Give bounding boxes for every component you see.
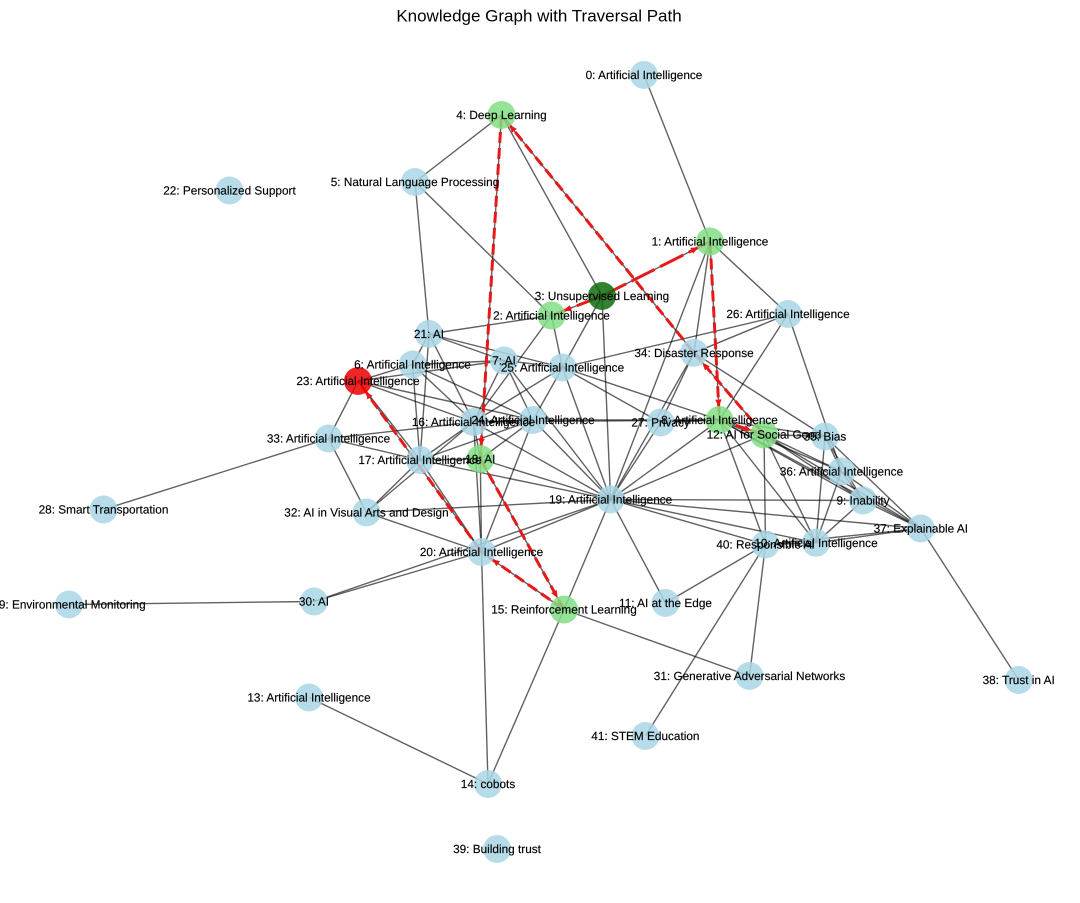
- svg-text:33: Artificial Intelligence: 33: Artificial Intelligence: [267, 432, 391, 446]
- svg-text:35: Bias: 35: Bias: [804, 430, 847, 444]
- svg-text:11: AI at the Edge: 11: AI at the Edge: [619, 596, 712, 610]
- svg-text:4: Deep Learning: 4: Deep Learning: [456, 108, 547, 122]
- svg-text:23: Artificial Intelligence: 23: Artificial Intelligence: [296, 374, 420, 388]
- svg-text:21: AI: 21: AI: [414, 327, 444, 341]
- svg-text:15: Reinforcement Learning: 15: Reinforcement Learning: [491, 603, 637, 617]
- svg-text:16: Artificial Intelligence: 16: Artificial Intelligence: [412, 415, 536, 429]
- svg-text:29: Environmental Monitoring: 29: Environmental Monitoring: [0, 598, 146, 612]
- svg-text:25: Artificial Intelligence: 25: Artificial Intelligence: [501, 361, 625, 375]
- svg-text:19: Artificial Intelligence: 19: Artificial Intelligence: [549, 493, 673, 507]
- svg-text:20: Artificial Intelligence: 20: Artificial Intelligence: [420, 545, 544, 559]
- svg-text:40: Responsible AI: 40: Responsible AI: [716, 538, 814, 552]
- svg-text:7: AI: 7: AI: [492, 354, 516, 368]
- svg-text:41: STEM Education: 41: STEM Education: [591, 729, 699, 743]
- svg-text:31: Generative Adversarial Net: 31: Generative Adversarial Networks: [654, 669, 846, 683]
- svg-text:18: AI: 18: AI: [465, 452, 495, 466]
- svg-text:8: Artificial Intelligence: 8: Artificial Intelligence: [661, 413, 778, 427]
- svg-text:10: Artificial Intelligence: 10: Artificial Intelligence: [754, 536, 878, 550]
- svg-text:32: AI in Visual Arts and Desi: 32: AI in Visual Arts and Design: [284, 506, 448, 520]
- svg-text:37: Explainable AI: 37: Explainable AI: [874, 522, 968, 536]
- svg-text:2: Artificial Intelligence: 2: Artificial Intelligence: [493, 309, 610, 323]
- svg-text:14: cobots: 14: cobots: [461, 777, 516, 791]
- svg-text:22: Personalized Support: 22: Personalized Support: [163, 184, 296, 198]
- svg-text:0: Artificial Intelligence: 0: Artificial Intelligence: [586, 68, 703, 82]
- svg-text:1: Artificial Intelligence: 1: Artificial Intelligence: [652, 235, 769, 249]
- svg-text:17: Artificial Intelligence: 17: Artificial Intelligence: [358, 453, 482, 467]
- svg-text:26: Artificial Intelligence: 26: Artificial Intelligence: [726, 307, 850, 321]
- svg-text:38: Trust in AI: 38: Trust in AI: [983, 673, 1055, 687]
- svg-text:24: Artificial Intelligence: 24: Artificial Intelligence: [471, 413, 595, 427]
- svg-text:9: Inability: 9: Inability: [836, 494, 889, 508]
- svg-text:13: Artificial Intelligence: 13: Artificial Intelligence: [247, 691, 371, 705]
- svg-text:3: Unsupervised Learning: 3: Unsupervised Learning: [535, 289, 669, 303]
- svg-text:36: Artificial Intelligence: 36: Artificial Intelligence: [780, 465, 904, 479]
- svg-text:34: Disaster Response: 34: Disaster Response: [634, 346, 754, 360]
- svg-text:5: Natural Language Processing: 5: Natural Language Processing: [331, 175, 500, 189]
- svg-text:Knowledge Graph with Traversal: Knowledge Graph with Traversal Path: [396, 7, 681, 26]
- svg-text:30: AI: 30: AI: [299, 595, 329, 609]
- svg-text:6: Artificial Intelligence: 6: Artificial Intelligence: [354, 358, 471, 372]
- svg-text:12: AI for Social Good: 12: AI for Social Good: [707, 428, 822, 442]
- svg-text:28: Smart Transportation: 28: Smart Transportation: [39, 503, 169, 517]
- svg-text:39: Building trust: 39: Building trust: [453, 842, 542, 856]
- svg-text:27: Privacy: 27: Privacy: [631, 416, 689, 430]
